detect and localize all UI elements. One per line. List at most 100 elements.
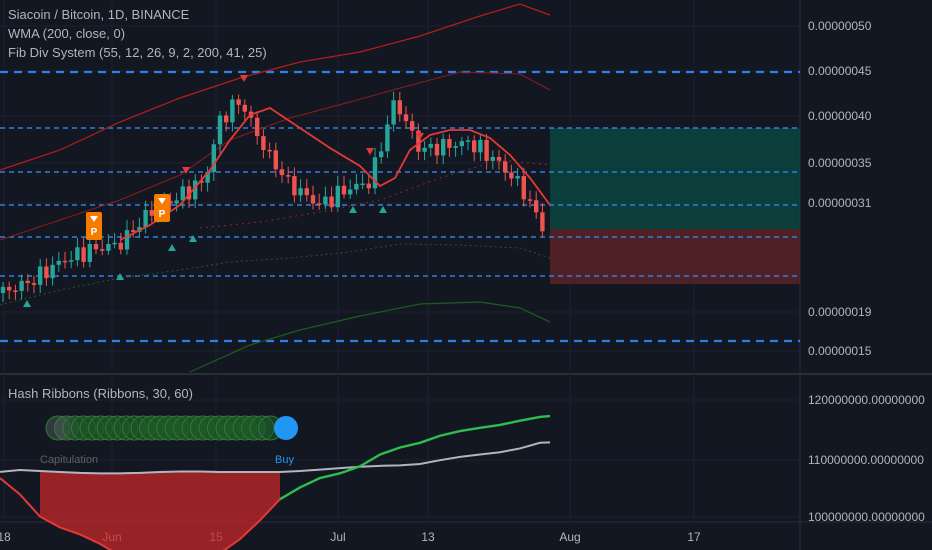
candle-body xyxy=(0,286,6,293)
price-tick-label: 0.00000040 xyxy=(808,109,872,123)
price-tick-label: 0.00000015 xyxy=(808,344,872,358)
candle-body xyxy=(329,196,334,208)
candle-body xyxy=(348,189,353,195)
candle-body xyxy=(230,99,235,123)
candle-body xyxy=(354,183,359,190)
candle-body xyxy=(410,121,415,131)
buy-signal-arrow xyxy=(168,244,176,251)
candle-body xyxy=(25,280,30,284)
hash-tick-label: 120000000.00000000 xyxy=(808,393,925,407)
hash-tick-label: 100000000.00000000 xyxy=(808,510,925,524)
capitulation-label: Capitulation xyxy=(40,454,98,466)
candle-body xyxy=(496,156,502,162)
candle-body xyxy=(19,280,24,291)
time-tick-label: 13 xyxy=(421,530,435,544)
candle-body xyxy=(379,151,384,158)
candle-body xyxy=(87,243,92,262)
price-tick-label: 0.00000031 xyxy=(808,196,872,210)
candle-body xyxy=(56,260,61,265)
candle-body xyxy=(360,183,365,186)
candle-body xyxy=(44,266,49,279)
time-tick-label: Aug xyxy=(559,530,580,544)
candle-body xyxy=(255,117,260,137)
candle-body xyxy=(509,172,514,179)
candle-body xyxy=(7,286,12,291)
candle-body xyxy=(62,260,68,263)
candle-body xyxy=(335,185,340,208)
p-label-box xyxy=(154,194,170,222)
candle-body xyxy=(124,230,130,250)
hash-ribbons-legend[interactable]: Hash Ribbons (Ribbons, 30, 60) xyxy=(8,386,193,401)
candle-body xyxy=(366,183,371,189)
candle-body xyxy=(143,209,148,228)
candle-body xyxy=(391,100,396,125)
candle-body xyxy=(186,186,192,200)
candle-body xyxy=(93,243,99,250)
fib-div-legend[interactable]: Fib Div System (55, 12, 26, 9, 2, 200, 4… xyxy=(8,45,267,60)
candle-body xyxy=(403,114,409,122)
candle-body xyxy=(453,146,458,148)
candle-body xyxy=(13,290,18,292)
candle-body xyxy=(434,143,440,156)
candle-body xyxy=(131,230,136,232)
candle-body xyxy=(490,156,495,161)
capitulation-fill xyxy=(40,471,280,550)
p-label-text: P xyxy=(91,227,98,238)
wma-legend[interactable]: WMA (200, close, 0) xyxy=(8,26,126,41)
candle-body xyxy=(224,115,229,123)
candle-body xyxy=(242,104,247,112)
candle-body xyxy=(416,130,421,152)
hash-tick-label: 110000000.00000000 xyxy=(808,453,924,467)
upper-band-outer xyxy=(0,3,551,171)
candle-body xyxy=(441,139,446,156)
p-label-box xyxy=(86,212,102,240)
price-tick-label: 0.00000035 xyxy=(808,156,872,170)
candle-body xyxy=(385,124,390,152)
candle-body xyxy=(211,144,216,172)
candle-body xyxy=(100,249,105,251)
ribbon-30-line xyxy=(279,414,551,501)
capitulation-circles xyxy=(45,415,283,441)
candle-body xyxy=(298,188,303,196)
sell-signal-arrow xyxy=(416,133,424,140)
candle-body xyxy=(317,203,322,205)
candle-body xyxy=(534,200,539,213)
upper-band-inner xyxy=(0,71,551,241)
buy-signal-arrow xyxy=(349,206,357,213)
candle-body xyxy=(397,100,402,115)
profit-zone xyxy=(550,128,800,229)
candle-body xyxy=(286,175,291,177)
symbol-legend[interactable]: Siacoin / Bitcoin, 1D, BINANCE xyxy=(8,7,190,22)
candle-body xyxy=(38,266,43,285)
buy-signal-arrow xyxy=(116,273,124,280)
price-tick-label: 0.00000045 xyxy=(808,64,872,78)
candle-body xyxy=(540,212,545,232)
buy-signal-arrow xyxy=(189,235,197,242)
ribbon-60-line xyxy=(0,441,551,475)
candle-body xyxy=(118,242,123,250)
candle-body xyxy=(81,247,86,262)
candle-body xyxy=(199,180,204,183)
candle-body xyxy=(205,171,210,183)
candle-body xyxy=(484,139,489,161)
sell-signal-arrow xyxy=(366,148,374,155)
candle-body xyxy=(149,209,154,216)
candle-body xyxy=(527,199,533,201)
candle-body xyxy=(304,188,309,196)
buy-signal-arrow xyxy=(379,206,387,213)
time-tick-label: 17 xyxy=(687,530,701,544)
buy-label: Buy xyxy=(275,454,294,466)
price-tick-label: 0.00000019 xyxy=(808,305,872,319)
lower-band-outer xyxy=(189,301,551,373)
candle-body xyxy=(310,195,316,204)
candle-body xyxy=(465,140,471,142)
candle-body xyxy=(323,196,328,205)
candle-body xyxy=(422,147,427,152)
sell-signal-arrow xyxy=(182,167,190,174)
time-tick-label: Jul xyxy=(330,530,345,544)
candles xyxy=(0,91,545,302)
p-label-arrow xyxy=(90,216,98,222)
candle-body xyxy=(447,139,452,148)
price-tick-label: 0.00000050 xyxy=(808,19,872,33)
